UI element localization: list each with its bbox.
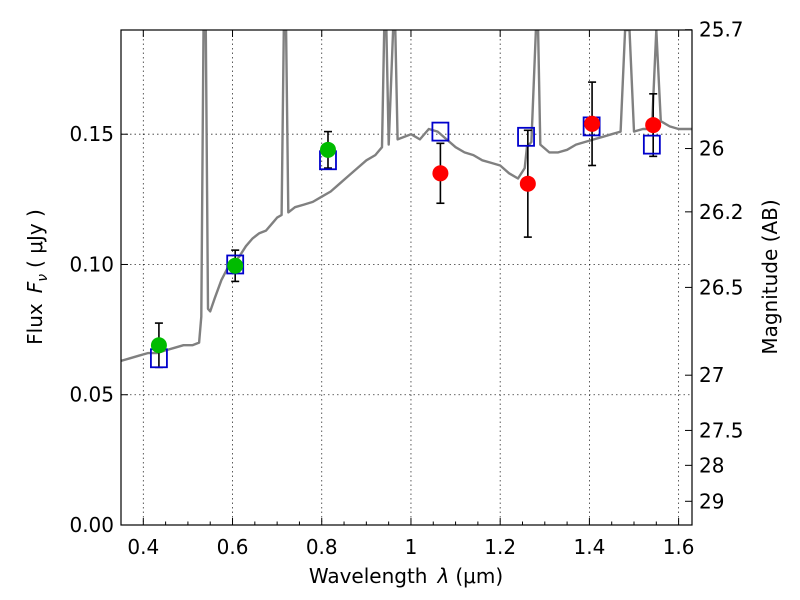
y2-tick-label: 26.2 [699, 200, 744, 224]
x-tick-label: 0.4 [127, 535, 159, 559]
nir-data-point [519, 175, 536, 192]
model-spectrum-line [121, 30, 692, 363]
y-axis-label: FluxFν( μJy ) [23, 209, 51, 345]
model-photometry-squares [150, 116, 661, 369]
y-tick-label: 0.15 [69, 122, 114, 146]
grid [121, 30, 692, 525]
optical-data-point [227, 257, 244, 274]
x-tick-label: 1 [405, 535, 418, 559]
nir-data-point [645, 117, 662, 134]
x-tick-label: 0.6 [217, 535, 249, 559]
y2-tick-label: 26.5 [699, 275, 744, 299]
y-tick-label: 0.10 [69, 252, 114, 276]
y2-axis-label: Magnitude (AB) [758, 199, 782, 354]
plot-frame [120, 29, 693, 526]
y2-tick-label: 27.5 [699, 418, 744, 442]
y-tick-label: 0.05 [69, 383, 114, 407]
x-tick-label: 1.2 [484, 535, 516, 559]
optical-data-point [150, 337, 167, 354]
model-photometry-square [642, 134, 661, 155]
axis-ticks: 0.4 0.6 0.8 1 1.2 1.4 1.6 0.00 0.05 0.10 0.15 25.7 2… [69, 18, 743, 559]
nir-data-point [432, 165, 449, 182]
y2-tick-label: 27 [699, 363, 724, 387]
y2-tick-label: 29 [699, 489, 724, 513]
errorbars [154, 81, 658, 369]
plot-area [121, 30, 692, 369]
x-tick-label: 1.4 [573, 535, 605, 559]
y-tick-label: 0.00 [69, 513, 114, 537]
y2-tick-label: 28 [699, 453, 724, 477]
x-tick-label: 1.6 [663, 535, 695, 559]
nir-data-point [584, 115, 601, 132]
x-axis-label: Wavelength λ (μm) [309, 564, 503, 588]
x-tick-label: 0.8 [306, 535, 338, 559]
optical-data-point [319, 141, 336, 158]
model-photometry-square [517, 126, 535, 147]
model-photometry-square [431, 121, 450, 142]
y2-tick-label: 25.7 [699, 18, 744, 42]
y2-tick-label: 26 [699, 137, 724, 161]
observed-points [150, 115, 662, 354]
